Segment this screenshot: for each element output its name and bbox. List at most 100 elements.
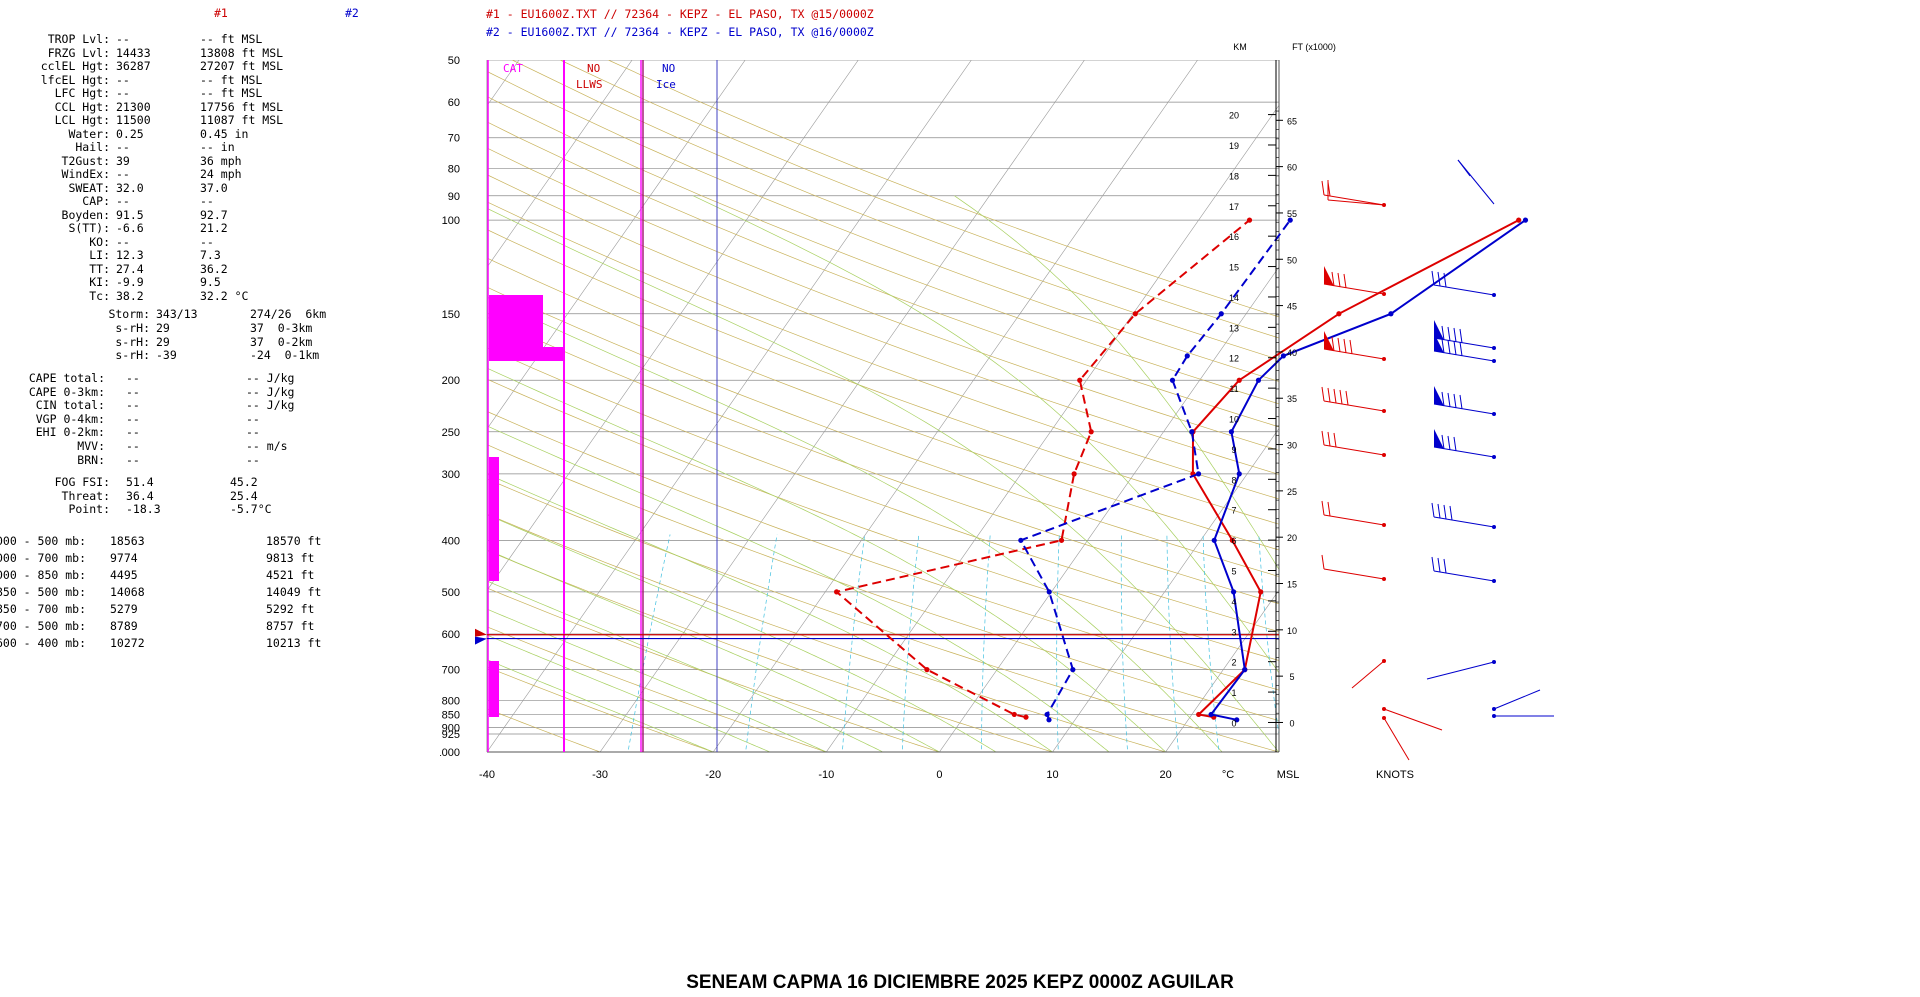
- data-point: [1246, 217, 1253, 223]
- data-point: [1195, 471, 1202, 477]
- data-point: [1044, 711, 1050, 718]
- storm-value-1: 29: [156, 320, 170, 335]
- data-point: [1058, 537, 1065, 543]
- cape-label: EHI 0-2km:: [35, 425, 105, 440]
- wind-barb-feather: [1431, 270, 1435, 286]
- indices-value-2: 0.45 in: [200, 126, 249, 141]
- dry-adiabat-line: [487, 174, 1279, 475]
- indices-value-2: 24 mph: [200, 167, 242, 181]
- isotherm-line: [712, 60, 1198, 752]
- thickness-value-1: 8789: [110, 619, 138, 633]
- wind-barb-point: [1382, 357, 1386, 361]
- cape-value-2: --: [246, 411, 260, 426]
- indices-value-2: 11087 ft MSL: [200, 113, 284, 127]
- wind-barb-feather: [1457, 159, 1471, 177]
- data-point: [1236, 471, 1242, 477]
- data-point: [1077, 377, 1083, 383]
- indices-label: Hail:: [75, 140, 110, 154]
- data-point: [1070, 667, 1076, 673]
- chart-footer-title: SENEAM CAPMA 16 DICIEMBRE 2025 KEPZ 0000…: [686, 972, 1234, 993]
- dry-adiabat-line: [487, 708, 602, 752]
- isotherm-line: [1278, 751, 1279, 752]
- indices-value-2: 37.0: [200, 180, 228, 195]
- mixing-ratio-line: [1120, 534, 1129, 752]
- cape-value-1: --: [126, 411, 140, 426]
- pressure-tick-label: 1000: [440, 747, 460, 759]
- freezing-level-marker-1: [475, 628, 487, 637]
- wind-barb-point: [1382, 453, 1386, 457]
- wind-barb-point: [1492, 579, 1496, 583]
- ft-tick-label: 65: [1287, 116, 1297, 126]
- pressure-tick-label: 100: [442, 215, 460, 227]
- wind-barb-feather: [1339, 389, 1343, 405]
- ft-tick-label: 20: [1287, 533, 1297, 543]
- series-line-temperature-2: [1209, 219, 1527, 721]
- pressure-tick-label: 400: [442, 535, 460, 547]
- data-point: [1088, 429, 1094, 435]
- storm-value-1: 29: [156, 334, 170, 349]
- wind-barb-staff: [1426, 661, 1495, 680]
- indices-value-2: -- in: [200, 140, 235, 154]
- cape-value-1: --: [126, 384, 140, 399]
- pressure-tick-label: 850: [442, 709, 460, 721]
- km-tick-label: 2: [1231, 658, 1236, 668]
- wind-barb-feather: [1441, 338, 1445, 354]
- wind-barb-feather: [1321, 386, 1325, 402]
- indices-value-2: --: [200, 194, 214, 208]
- moist-adiabat-line: [487, 207, 1279, 752]
- indices-value-1: -6.6: [116, 221, 144, 235]
- dry-adiabat-line: [487, 587, 941, 752]
- thickness-label: 600 - 400 mb:: [0, 636, 86, 650]
- indices-label: WindEx:: [61, 167, 110, 181]
- wind-barb-point: [1382, 409, 1386, 413]
- dry-adiabat-line: [487, 444, 1279, 721]
- wind-barb-feather: [1321, 500, 1325, 516]
- indices-label: T2Gust:: [61, 153, 110, 168]
- ft-tick-label: 10: [1287, 626, 1297, 636]
- thickness-value-1: 10272: [110, 636, 145, 650]
- skew-t-chart: CAT NOLLWSNOIce50607080901001502002503004…: [440, 7, 1554, 781]
- pressure-tick-label: 800: [442, 695, 460, 707]
- wind-barb-feather: [1431, 556, 1435, 572]
- moist-adiabat-line: [487, 425, 1110, 752]
- wind-barb-feather: [1349, 339, 1353, 355]
- wind-barb-feather: [1327, 387, 1331, 403]
- cape-label: MVV:: [77, 439, 105, 453]
- wind-barb-feather: [1453, 436, 1457, 452]
- wind-barb-point: [1492, 707, 1496, 711]
- indices-value-1: -9.9: [116, 275, 144, 289]
- pressure-tick-label: 500: [442, 587, 460, 599]
- wind-barb-feather: [1441, 391, 1445, 407]
- data-point: [1046, 589, 1052, 595]
- thickness-value-1: 5279: [110, 602, 138, 616]
- moist-adiabat-line: [487, 549, 940, 752]
- ft-tick-label: 35: [1287, 394, 1297, 404]
- thickness-value-2: 18570 ft: [266, 534, 322, 548]
- data-point: [1287, 217, 1293, 223]
- ft-tick-label: 40: [1287, 348, 1297, 358]
- moist-adiabat-line: [693, 195, 1279, 674]
- wind-barb-feather: [1431, 502, 1435, 518]
- km-tick-label: 4: [1231, 597, 1236, 607]
- pressure-tick-label: 60: [448, 97, 460, 109]
- indices-label: SWEAT:: [68, 180, 110, 195]
- indices-value-1: --: [116, 72, 130, 87]
- cape-value-2: -- m/s: [246, 439, 288, 453]
- indices-value-1: --: [116, 140, 130, 154]
- msl-label: MSL: [1277, 769, 1300, 781]
- thickness-value-1: 9774: [110, 551, 138, 565]
- wind-barb-feather: [1453, 340, 1457, 356]
- indices-label: LFC Hgt:: [54, 86, 110, 100]
- moist-adiabat-line: [487, 296, 1223, 752]
- cape-label: CIN total:: [35, 398, 105, 413]
- indices-value-2: 9.5: [200, 275, 221, 289]
- cape-label: VGP 0-4km:: [35, 411, 105, 426]
- wind-barb-feather: [1441, 434, 1445, 450]
- data-point: [1018, 537, 1024, 543]
- ft-tick-label: 60: [1287, 163, 1297, 173]
- wind-barb-flag: [1324, 266, 1334, 286]
- sounding-2-header: #2 - EU1600Z.TXT // 72364 - KEPZ - EL PA…: [486, 25, 874, 39]
- wind-barb-feather: [1453, 393, 1457, 409]
- mixing-ratio-line: [1258, 534, 1279, 738]
- fog-label: Point:: [68, 502, 110, 516]
